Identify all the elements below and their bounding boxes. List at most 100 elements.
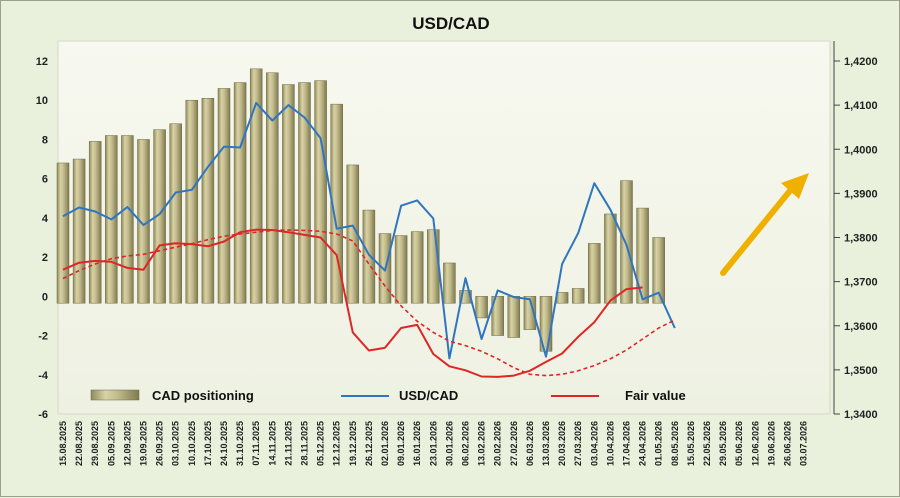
x-tick-label: 22.08.2025 bbox=[74, 421, 84, 466]
left-tick-label: 10 bbox=[36, 95, 48, 107]
x-tick-label: 27.03.2026 bbox=[573, 421, 583, 466]
legend-swatch-bar bbox=[90, 389, 140, 401]
x-tick-label: 26.09.2025 bbox=[155, 421, 165, 466]
cad-positioning-bar bbox=[233, 82, 247, 304]
x-tick-label: 14.11.2025 bbox=[267, 421, 277, 466]
left-tick-label: -2 bbox=[38, 331, 48, 343]
x-tick-label: 24.04.2026 bbox=[638, 421, 648, 466]
left-tick-label: -6 bbox=[38, 409, 48, 421]
cad-positioning-bar bbox=[169, 123, 182, 304]
x-tick-label: 13.03.2026 bbox=[541, 421, 551, 466]
chart-title: USD/CAD bbox=[412, 14, 489, 33]
x-tick-label: 12.12.2025 bbox=[332, 421, 342, 466]
cad-positioning-bar bbox=[604, 213, 617, 304]
x-tick-label: 16.01.2026 bbox=[412, 421, 422, 466]
cad-positioning-bar bbox=[201, 98, 215, 304]
x-tick-label: 17.10.2025 bbox=[203, 421, 213, 466]
x-tick-label: 29.05.2026 bbox=[718, 421, 728, 466]
cad-positioning-bar bbox=[121, 135, 134, 304]
x-tick-label: 03.04.2026 bbox=[589, 421, 599, 466]
line-series bbox=[62, 101, 676, 378]
right-tick-label: 1,4000 bbox=[844, 144, 878, 156]
x-tick-label: 03.07.2026 bbox=[799, 421, 809, 466]
cad-positioning-bar bbox=[620, 180, 633, 304]
x-tick-label: 17.04.2026 bbox=[622, 421, 632, 466]
cad-positioning-bar bbox=[523, 296, 537, 330]
x-tick-label: 10.10.2025 bbox=[187, 421, 197, 466]
cad-positioning-bar bbox=[298, 82, 311, 304]
left-tick-label: 8 bbox=[42, 134, 48, 146]
x-tick-label: 21.11.2025 bbox=[283, 421, 293, 466]
x-tick-label: 24.10.2025 bbox=[219, 421, 229, 466]
x-tick-label: 03.10.2025 bbox=[171, 421, 181, 466]
legend-label: USD/CAD bbox=[399, 388, 458, 403]
cad-positioning-bar bbox=[507, 296, 521, 338]
arrow-head bbox=[781, 173, 809, 199]
x-tick-label: 05.06.2026 bbox=[734, 421, 744, 466]
x-tick-label: 31.10.2025 bbox=[235, 421, 245, 466]
left-axis-ticks: -6 -4 -2 0 2 4 6 8 10 12 bbox=[36, 56, 49, 421]
x-tick-label: 26.12.2025 bbox=[364, 421, 374, 466]
legend-label: CAD positioning bbox=[152, 388, 254, 403]
cad-positioning-bar bbox=[410, 231, 424, 304]
x-tick-label: 13.02.2026 bbox=[477, 421, 487, 466]
right-tick-label: 1,4100 bbox=[844, 100, 878, 112]
x-tick-label: 26.06.2026 bbox=[783, 421, 793, 466]
cad-positioning-bar bbox=[266, 72, 279, 304]
x-tick-label: 20.02.2026 bbox=[493, 421, 503, 466]
left-tick-label: 2 bbox=[42, 252, 48, 264]
x-axis-ticks: 15.08.2025 22.08.2025 29.08.2025 05.09.2025… bbox=[58, 421, 809, 466]
x-tick-label: 15.05.2026 bbox=[686, 421, 696, 466]
cad-positioning-bar bbox=[153, 129, 166, 304]
legend-label: Fair value bbox=[625, 388, 686, 403]
fair-value-line bbox=[62, 228, 643, 378]
right-tick-label: 1,3700 bbox=[844, 277, 878, 289]
cad-positioning-bar bbox=[652, 237, 665, 304]
legend: CAD positioning USD/CAD Fair value bbox=[90, 388, 686, 403]
x-tick-label: 08.05.2026 bbox=[670, 421, 680, 466]
cad-positioning-bar bbox=[571, 288, 585, 304]
cad-positioning-bar bbox=[346, 164, 360, 304]
right-tick-label: 1,3400 bbox=[844, 409, 878, 421]
x-tick-label: 28.11.2025 bbox=[300, 421, 310, 466]
right-axis-ticks: 1,3400 1,3500 1,3600 1,3700 1,3800 1,3900 1,40… bbox=[834, 56, 878, 421]
cad-positioning-bar bbox=[588, 243, 601, 304]
x-tick-label: 19.09.2025 bbox=[139, 421, 149, 466]
right-tick-label: 1,4200 bbox=[844, 56, 878, 68]
left-tick-label: -4 bbox=[38, 370, 49, 382]
right-tick-label: 1,3900 bbox=[844, 188, 878, 200]
x-tick-label: 10.04.2026 bbox=[605, 421, 615, 466]
arrow-shaft bbox=[720, 184, 796, 276]
cad-positioning-bar bbox=[394, 235, 408, 304]
x-tick-label: 29.08.2025 bbox=[90, 421, 100, 466]
cad-positioning-bar bbox=[475, 296, 488, 319]
x-tick-label: 09.01.2026 bbox=[396, 421, 406, 466]
cad-positioning-bar bbox=[636, 207, 649, 304]
x-tick-label: 23.01.2026 bbox=[428, 421, 438, 466]
x-tick-label: 06.02.2026 bbox=[461, 421, 471, 466]
cad-positioning-bar bbox=[185, 99, 199, 304]
cad-positioning-bar bbox=[491, 296, 504, 336]
x-tick-label: 22.05.2026 bbox=[702, 421, 712, 466]
x-tick-label: 20.03.2026 bbox=[557, 421, 567, 466]
x-tick-label: 15.08.2025 bbox=[58, 421, 68, 466]
x-tick-label: 19.12.2025 bbox=[348, 421, 358, 466]
cad-positioning-bar bbox=[249, 68, 263, 304]
trend-arrow-icon bbox=[720, 173, 809, 276]
cad-positioning-bar bbox=[72, 158, 86, 304]
left-tick-label: 6 bbox=[42, 174, 48, 186]
x-tick-label: 07.11.2025 bbox=[251, 421, 261, 466]
cad-positioning-bar bbox=[88, 141, 102, 304]
cad-positioning-bar bbox=[555, 292, 569, 304]
left-tick-label: 4 bbox=[42, 213, 49, 225]
right-tick-label: 1,3600 bbox=[844, 321, 878, 333]
cad-positioning-bar bbox=[314, 80, 327, 304]
x-tick-label: 12.06.2026 bbox=[750, 421, 760, 466]
x-tick-label: 01.05.2026 bbox=[654, 421, 664, 466]
x-tick-label: 19.06.2026 bbox=[766, 421, 776, 466]
right-tick-label: 1,3800 bbox=[844, 233, 878, 245]
cad-positioning-bar bbox=[56, 162, 70, 304]
left-tick-label: 12 bbox=[36, 56, 48, 68]
